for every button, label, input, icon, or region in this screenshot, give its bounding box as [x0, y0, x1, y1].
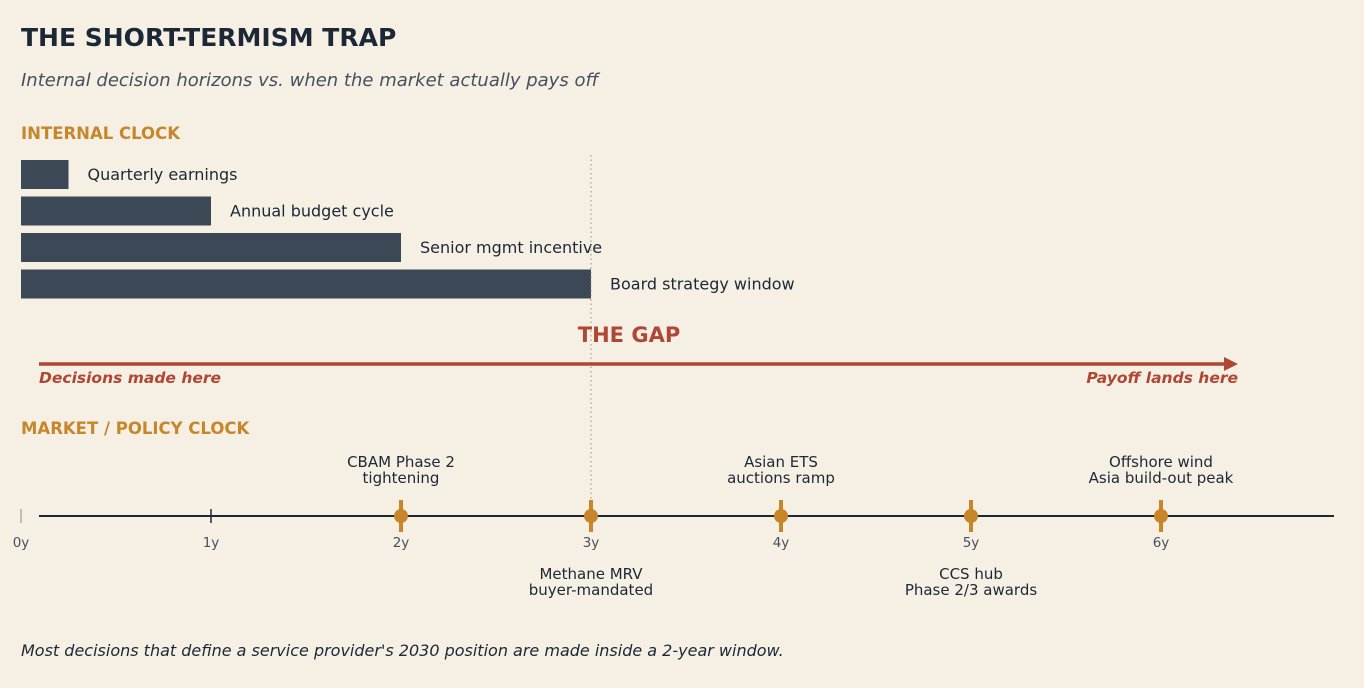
milestone-label: tightening	[363, 469, 440, 487]
bar-label: Senior mgmt incentive	[420, 238, 602, 257]
bar-2	[21, 196, 211, 226]
bar-label: Annual budget cycle	[230, 202, 394, 221]
milestone-label: CCS hub	[939, 565, 1003, 583]
milestone-label: Offshore wind	[1109, 453, 1213, 471]
milestone-label: Asia build-out peak	[1089, 469, 1234, 487]
internal-bars: Quarterly earnings Annual budget cycle Sen…	[21, 160, 795, 299]
axis-tick-label: 4y	[773, 535, 790, 551]
gap-label: THE GAP	[578, 323, 680, 347]
milestone-label: Asian ETS	[744, 453, 818, 471]
milestone-label: Methane MRV	[539, 565, 643, 583]
milestone-label: auctions ramp	[727, 469, 835, 487]
gap-arrow-head	[1224, 357, 1238, 371]
milestone-marker	[964, 509, 978, 523]
market-clock-label: MARKET / POLICY CLOCK	[21, 419, 250, 438]
bar-1	[21, 160, 69, 189]
gap-right-caption: Payoff lands here	[1086, 369, 1238, 387]
page-title: THE SHORT-TERMISM TRAP	[21, 23, 396, 52]
milestone-marker	[1154, 509, 1168, 523]
milestone-label: buyer-mandated	[529, 581, 653, 599]
milestone-marker	[394, 509, 408, 523]
milestone-label: CBAM Phase 2	[347, 453, 455, 471]
axis-tick-label: 1y	[203, 535, 220, 551]
axis-tick-label: 2y	[393, 535, 410, 551]
page-subtitle: Internal decision horizons vs. when the …	[21, 70, 600, 91]
gap-left-caption: Decisions made here	[39, 369, 221, 387]
axis-tick-label: 5y	[963, 535, 980, 551]
bar-4	[21, 269, 591, 299]
internal-clock-label: INTERNAL CLOCK	[21, 124, 181, 143]
axis-tick-label: 3y	[583, 535, 600, 551]
milestone-marker	[584, 509, 598, 523]
milestone-marker	[774, 509, 788, 523]
footnote: Most decisions that define a service pro…	[21, 641, 784, 660]
axis-tick-label: 0y	[13, 535, 30, 551]
bar-label: Quarterly earnings	[88, 165, 238, 184]
milestone-label: Phase 2/3 awards	[905, 581, 1038, 599]
bar-label: Board strategy window	[610, 275, 795, 294]
axis-tick-label: 6y	[1153, 535, 1170, 551]
bar-3	[21, 233, 401, 262]
